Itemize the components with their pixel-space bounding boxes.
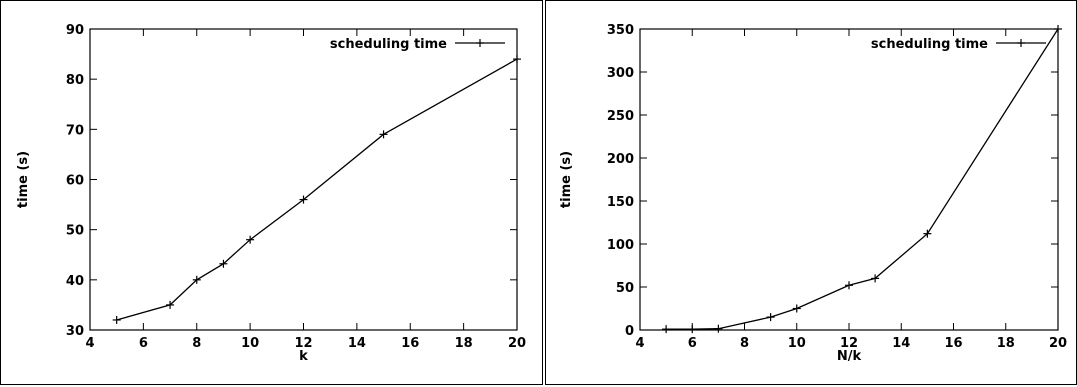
y-tick-label: 50: [66, 224, 84, 239]
y-tick-label: 100: [607, 238, 634, 253]
plot-frame: [89, 28, 518, 331]
x-axis-label: k: [299, 349, 308, 364]
legend-label: scheduling time: [871, 37, 988, 52]
y-tick-label: 70: [66, 123, 84, 138]
data-point: [766, 313, 775, 322]
legend-marker: [1017, 39, 1025, 47]
x-tick-label: 20: [1049, 336, 1067, 351]
series-line: [116, 58, 518, 321]
series-line: [666, 28, 1059, 330]
data-point: [714, 324, 723, 333]
data-point: [662, 325, 671, 334]
data-point: [688, 325, 697, 334]
x-tick-label: 18: [997, 336, 1015, 351]
y-tick-label: 350: [607, 23, 634, 38]
x-tick-label: 4: [85, 336, 94, 351]
data-point: [513, 55, 521, 64]
y-tick-label: 250: [607, 109, 634, 124]
data-point: [192, 275, 201, 284]
data-point: [166, 300, 175, 309]
y-tick-label: 90: [66, 23, 84, 38]
data-point: [112, 315, 121, 324]
y-tick-label: 30: [66, 324, 84, 339]
y-tick-label: 0: [625, 324, 634, 339]
y-tick-label: 150: [607, 195, 634, 210]
x-tick-label: 8: [740, 336, 749, 351]
x-tick-label: 14: [348, 336, 366, 351]
data-point: [923, 229, 932, 238]
x-axis-label: N/k: [837, 349, 862, 364]
y-tick-label: 40: [66, 274, 84, 289]
data-point: [379, 130, 388, 139]
data-point: [219, 259, 228, 268]
x-tick-label: 10: [241, 336, 259, 351]
data-point: [845, 281, 853, 290]
x-tick-label: 18: [455, 336, 473, 351]
y-tick-label: 200: [607, 152, 634, 167]
chart-right-svg: 4 6 8 10 12 14 16 18 20050100150200250300350N/kt…: [559, 23, 1067, 364]
chart-panel-right: 4 6 8 10 12 14 16 18 20 0 50 100 150 200 250 300 350 N/k t…: [545, 0, 1077, 385]
y-tick-label: 50: [616, 281, 634, 296]
data-point: [1054, 25, 1062, 33]
x-tick-label: 6: [139, 336, 148, 351]
x-tick-label: 16: [401, 336, 419, 351]
y-tick-label: 80: [66, 73, 84, 88]
data-point: [246, 235, 255, 244]
x-tick-label: 8: [192, 336, 201, 351]
chart-left-svg: 4 6 8 10 12 14 16 18 20 30 40 50 60 70 80 90 k time (s) sc…: [16, 23, 526, 364]
data-point: [792, 304, 801, 313]
x-tick-label: 14: [892, 336, 910, 351]
x-tick-label: 20: [508, 336, 526, 351]
legend-label: scheduling time: [330, 37, 447, 52]
legend-marker: [476, 39, 484, 47]
y-tick-label: 60: [66, 174, 84, 189]
x-tick-label: 12: [840, 336, 858, 351]
x-tick-label: 16: [944, 336, 962, 351]
data-point: [299, 195, 308, 204]
x-tick-label: 6: [688, 336, 697, 351]
y-axis-label: time (s): [16, 151, 31, 208]
chart-panel-left: 4 6 8 10 12 14 16 18 20 30 40 50 60 70 80 90 k time (s) sc…: [0, 0, 543, 385]
x-tick-label: 12: [294, 336, 312, 351]
x-tick-label: 4: [635, 336, 644, 351]
x-tick-label: 10: [788, 336, 806, 351]
y-axis-label: time (s): [559, 151, 574, 208]
y-tick-label: 300: [607, 66, 634, 81]
data-point: [871, 274, 880, 283]
